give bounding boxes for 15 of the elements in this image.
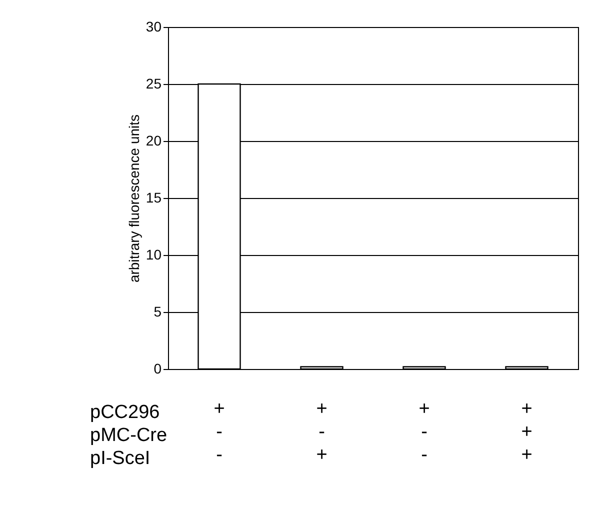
x-tick-label: + + +: [521, 398, 532, 466]
y-tick-label: 30: [146, 18, 162, 34]
y-tick-label: 10: [146, 246, 162, 262]
y-tick-label: 0: [154, 360, 162, 376]
text: pI-SceI: [90, 448, 150, 469]
text: pCC296: [90, 402, 160, 423]
x-tick-label: + - -: [418, 398, 430, 466]
y-tick-label: 20: [146, 132, 162, 148]
x-tick-label: + - -: [214, 398, 225, 466]
x-tick-label: + - +: [316, 398, 328, 466]
y-axis-title: arbitrary fluorescence units: [126, 114, 142, 283]
y-tick-label: 15: [146, 190, 162, 206]
y-tick-label: 25: [146, 76, 162, 92]
y-tick-label: 5: [154, 304, 162, 320]
text: pMC-Cre: [90, 425, 168, 446]
